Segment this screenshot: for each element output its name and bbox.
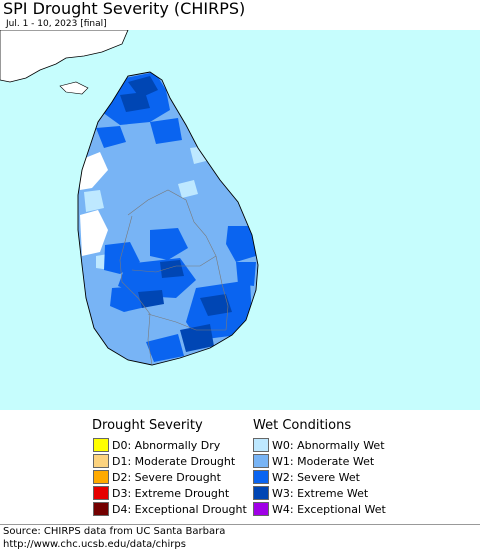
legend-item-d3: D3: Extreme Drought	[93, 485, 268, 501]
province-boundaries	[119, 189, 229, 366]
mainland-india	[0, 30, 129, 83]
legend-swatch	[253, 438, 269, 452]
legend-item-w3: W3: Extreme Wet	[253, 485, 428, 501]
legend-item-w2: W2: Severe Wet	[253, 469, 428, 485]
legend-item-d1: D1: Moderate Drought	[93, 453, 268, 469]
legend-item-d0: D0: Abnormally Dry	[93, 437, 268, 453]
legend-label: W3: Extreme Wet	[272, 486, 369, 500]
mannar-island	[59, 81, 89, 95]
legend-label: W2: Severe Wet	[272, 470, 360, 484]
sri-lanka-coast	[77, 71, 259, 366]
legend-label: D2: Severe Drought	[112, 470, 221, 484]
legend-label: D1: Moderate Drought	[112, 454, 236, 468]
legend-swatch	[253, 454, 269, 468]
legend-label: W1: Moderate Wet	[272, 454, 375, 468]
legend-item-d2: D2: Severe Drought	[93, 469, 268, 485]
legend-label: W4: Exceptional Wet	[272, 502, 386, 516]
legend-label: D4: Exceptional Drought	[112, 502, 247, 516]
legend-swatch	[253, 486, 269, 500]
legend-label: W0: Abnormally Wet	[272, 438, 385, 452]
legend-item-w1: W1: Moderate Wet	[253, 453, 428, 469]
legend-swatch	[93, 470, 109, 484]
footer: Source: CHIRPS data from UC Santa Barbar…	[0, 524, 480, 554]
wet-legend: W0: Abnormally Wet W1: Moderate Wet W2: …	[253, 437, 428, 517]
legend-swatch	[93, 438, 109, 452]
map-title: SPI Drought Severity (CHIRPS)	[3, 0, 246, 18]
legend-item-w4: W4: Exceptional Wet	[253, 501, 428, 517]
legend-swatch	[93, 502, 109, 516]
legend-item-d4: D4: Exceptional Drought	[93, 501, 268, 517]
legend-swatch	[253, 470, 269, 484]
legend-item-w0: W0: Abnormally Wet	[253, 437, 428, 453]
wet-legend-title: Wet Conditions	[253, 418, 352, 433]
source-url: http://www.chc.ucsb.edu/data/chirps	[3, 539, 186, 550]
legend-swatch	[93, 454, 109, 468]
map-area	[0, 30, 480, 410]
drought-legend-title: Drought Severity	[92, 418, 203, 433]
legend-label: D3: Extreme Drought	[112, 486, 230, 500]
map-subtitle: Jul. 1 - 10, 2023 [final]	[6, 19, 107, 29]
legend-label: D0: Abnormally Dry	[112, 438, 221, 452]
legend-swatch	[253, 502, 269, 516]
source-text: Source: CHIRPS data from UC Santa Barbar…	[3, 526, 226, 537]
drought-legend: D0: Abnormally Dry D1: Moderate Drought …	[93, 437, 268, 517]
legend-swatch	[93, 486, 109, 500]
